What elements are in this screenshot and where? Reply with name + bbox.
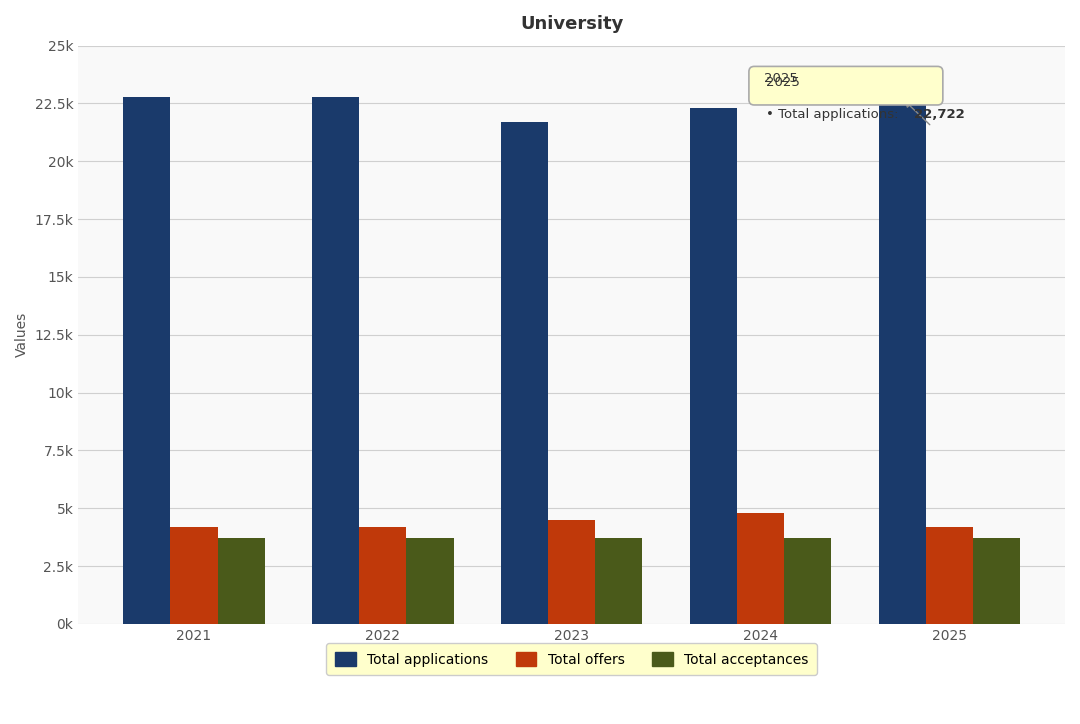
Bar [171, 527, 217, 624]
Y-axis label: Values: Values [15, 312, 29, 358]
Bar [878, 98, 926, 624]
Bar [973, 539, 1021, 624]
Bar [217, 539, 265, 624]
Text: 22,722: 22,722 [914, 108, 964, 121]
Bar [406, 539, 454, 624]
Text: 2025: 2025 [764, 72, 798, 85]
Bar [784, 539, 832, 624]
Title: University: University [519, 15, 623, 33]
Bar [360, 527, 406, 624]
Text: • Total applications:: • Total applications: [766, 108, 903, 121]
Text: 2025: 2025 [766, 76, 800, 89]
Bar [737, 513, 784, 624]
Bar [501, 122, 548, 624]
Bar [123, 96, 171, 624]
Bar [312, 96, 360, 624]
Bar [548, 520, 595, 624]
Text: 2025
• Total applications: 22,722: 2025 • Total applications: 22,722 [754, 72, 937, 100]
Legend: Total applications, Total offers, Total acceptances: Total applications, Total offers, Total … [326, 644, 816, 675]
Bar [595, 539, 643, 624]
Bar [690, 108, 737, 624]
Bar [926, 527, 973, 624]
